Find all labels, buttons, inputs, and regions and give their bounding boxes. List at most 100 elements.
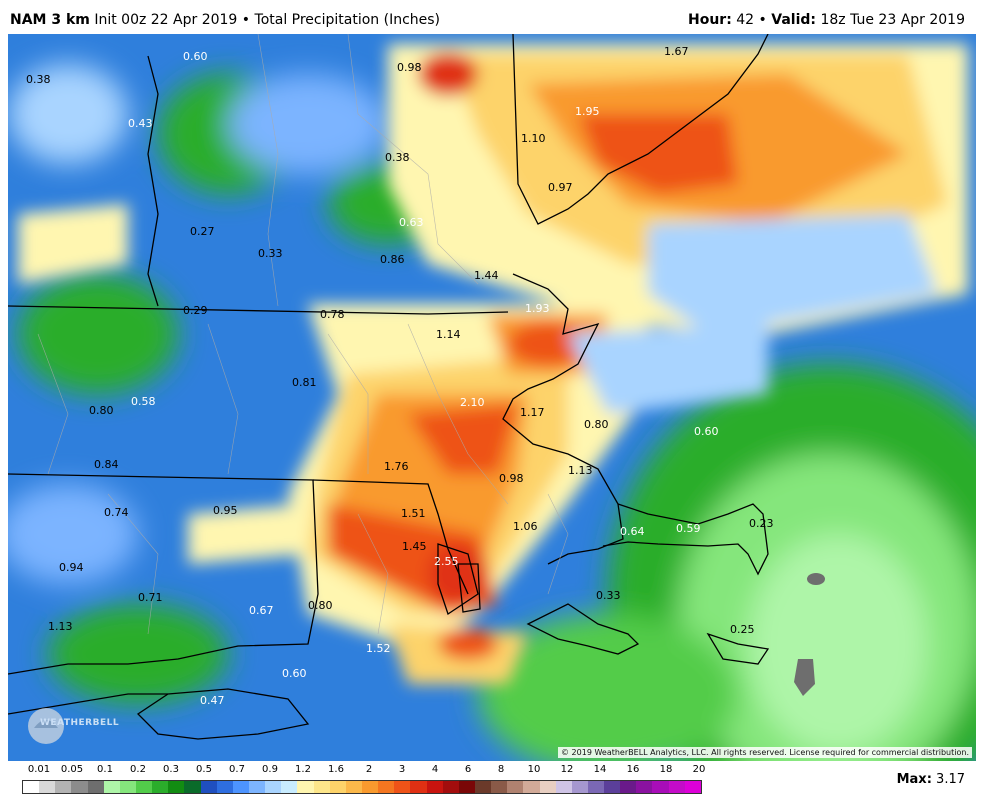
title-separator-2: • (758, 12, 767, 28)
legend-swatch (39, 781, 56, 793)
map-value-label: 0.71 (138, 591, 163, 604)
map-value-label: 1.13 (568, 464, 593, 477)
legend-color-bar (22, 780, 702, 794)
max-colon: : (926, 772, 932, 787)
legend-labels: 0.01 0.05 0.1 0.2 0.3 0.5 0.7 0.9 1.2 1.6 2 3 4 6 8 10 1… (22, 764, 706, 778)
legend-swatch (55, 781, 72, 793)
legend-swatch (378, 781, 395, 793)
init-time: Init 00z 22 Apr 2019 (94, 12, 238, 28)
legend-tick-label: 10 (527, 764, 541, 775)
legend-tick-label: 0.3 (163, 764, 179, 775)
legend-tick-label: 0.2 (130, 764, 146, 775)
map-value-label: 1.51 (401, 507, 426, 520)
map-value-label: 0.94 (59, 561, 84, 574)
precipitation-map: 0.38 0.60 0.98 1.67 0.43 1.95 0.38 1.10 0.97 0.27… (8, 34, 976, 761)
legend-swatch (684, 781, 701, 793)
hour-value: 42 (736, 12, 755, 28)
map-value-label: 0.67 (249, 604, 274, 617)
legend-tick-label: 0.1 (97, 764, 113, 775)
legend-swatch (636, 781, 653, 793)
legend-swatch (491, 781, 508, 793)
valid-value: 18z Tue 23 Apr 2019 (820, 12, 965, 28)
precipitation-legend: 0.01 0.05 0.1 0.2 0.3 0.5 0.7 0.9 1.2 1.6 2 3 4 6 8 10 1… (22, 764, 706, 804)
map-value-label: 0.58 (131, 395, 156, 408)
legend-swatch (152, 781, 169, 793)
legend-swatch (587, 781, 605, 793)
legend-swatch (23, 781, 40, 793)
legend-tick-label: 8 (497, 764, 505, 775)
legend-swatch (200, 781, 217, 793)
map-value-label: 0.29 (183, 304, 208, 317)
map-value-label: 1.14 (436, 328, 461, 341)
map-value-label: 0.97 (548, 181, 573, 194)
map-value-label: 0.98 (499, 472, 524, 485)
legend-swatch (248, 781, 266, 793)
legend-tick-label: 16 (626, 764, 640, 775)
map-value-label: 0.60 (282, 667, 307, 680)
logo-wordmark: WEATHERBELL (40, 718, 120, 728)
forecast-time: Hour: 42 • Valid: 18z Tue 23 Apr 2019 (688, 12, 965, 28)
product-name: Total Precipitation (Inches) (254, 12, 441, 28)
legend-swatch (232, 781, 249, 793)
map-value-label: 0.74 (104, 506, 129, 519)
legend-swatch (474, 781, 492, 793)
legend-swatch (103, 781, 120, 793)
map-value-label: 0.64 (620, 525, 645, 538)
valid-label: Valid: (771, 12, 816, 28)
map-value-label: 1.76 (384, 460, 409, 473)
legend-tick-label: 1.2 (295, 764, 311, 775)
legend-tick-label: 6 (464, 764, 472, 775)
max-readout: Max: 3.17 (897, 772, 965, 787)
map-value-label: 1.95 (575, 105, 600, 118)
legend-swatch (442, 781, 459, 793)
legend-tick-label: 2 (365, 764, 373, 775)
legend-swatch (539, 781, 556, 793)
map-value-label: 0.25 (730, 623, 755, 636)
legend-swatch (265, 781, 282, 793)
map-value-label: 0.80 (584, 418, 609, 431)
legend-swatch (620, 781, 637, 793)
legend-swatch (345, 781, 362, 793)
map-value-label: 0.23 (749, 517, 774, 530)
map-value-label: 0.43 (128, 117, 153, 130)
legend-swatch (458, 781, 475, 793)
legend-tick-label: 0.01 (27, 764, 51, 775)
max-label: Max (896, 772, 927, 787)
legend-swatch (216, 781, 233, 793)
legend-tick-label: 20 (692, 764, 706, 775)
map-value-label: 2.55 (434, 555, 459, 568)
legend-tick-label: 0.05 (60, 764, 84, 775)
map-value-label: 0.33 (258, 247, 283, 260)
legend-tick-label: 0.5 (196, 764, 212, 775)
max-value: 3.17 (936, 772, 965, 787)
legend-swatch (87, 781, 104, 793)
map-value-label: 0.27 (190, 225, 215, 238)
map-value-label: 0.81 (292, 376, 317, 389)
legend-tick-label: 0.7 (229, 764, 245, 775)
map-value-label: 0.60 (694, 425, 719, 438)
map-value-label: 0.80 (89, 404, 114, 417)
legend-tick-label: 12 (560, 764, 574, 775)
map-value-label: 1.67 (664, 45, 689, 58)
legend-swatch (507, 781, 524, 793)
title-separator: • (241, 12, 251, 28)
map-header: NAM 3 km Init 00z 22 Apr 2019 • Total Pr… (0, 0, 984, 34)
legend-tick-label: 3 (398, 764, 406, 775)
map-value-label: 0.59 (676, 522, 701, 535)
map-value-label: 0.38 (26, 73, 51, 86)
map-value-label: 0.86 (380, 253, 405, 266)
legend-swatch (571, 781, 588, 793)
map-value-label: 0.60 (183, 50, 208, 63)
legend-swatch (555, 781, 572, 793)
map-value-label: 0.95 (213, 504, 238, 517)
map-value-label: 2.10 (460, 396, 485, 409)
legend-swatch (394, 781, 411, 793)
legend-swatch (168, 781, 185, 793)
map-value-label: 1.10 (521, 132, 546, 145)
copyright-notice: © 2019 WeatherBELL Analytics, LLC. All r… (558, 747, 972, 758)
legend-tick-label: 14 (593, 764, 607, 775)
map-value-label: 1.52 (366, 642, 391, 655)
map-value-label: 1.13 (48, 620, 73, 633)
map-value-label: 0.80 (308, 599, 333, 612)
legend-tick-label: 1.6 (328, 764, 344, 775)
